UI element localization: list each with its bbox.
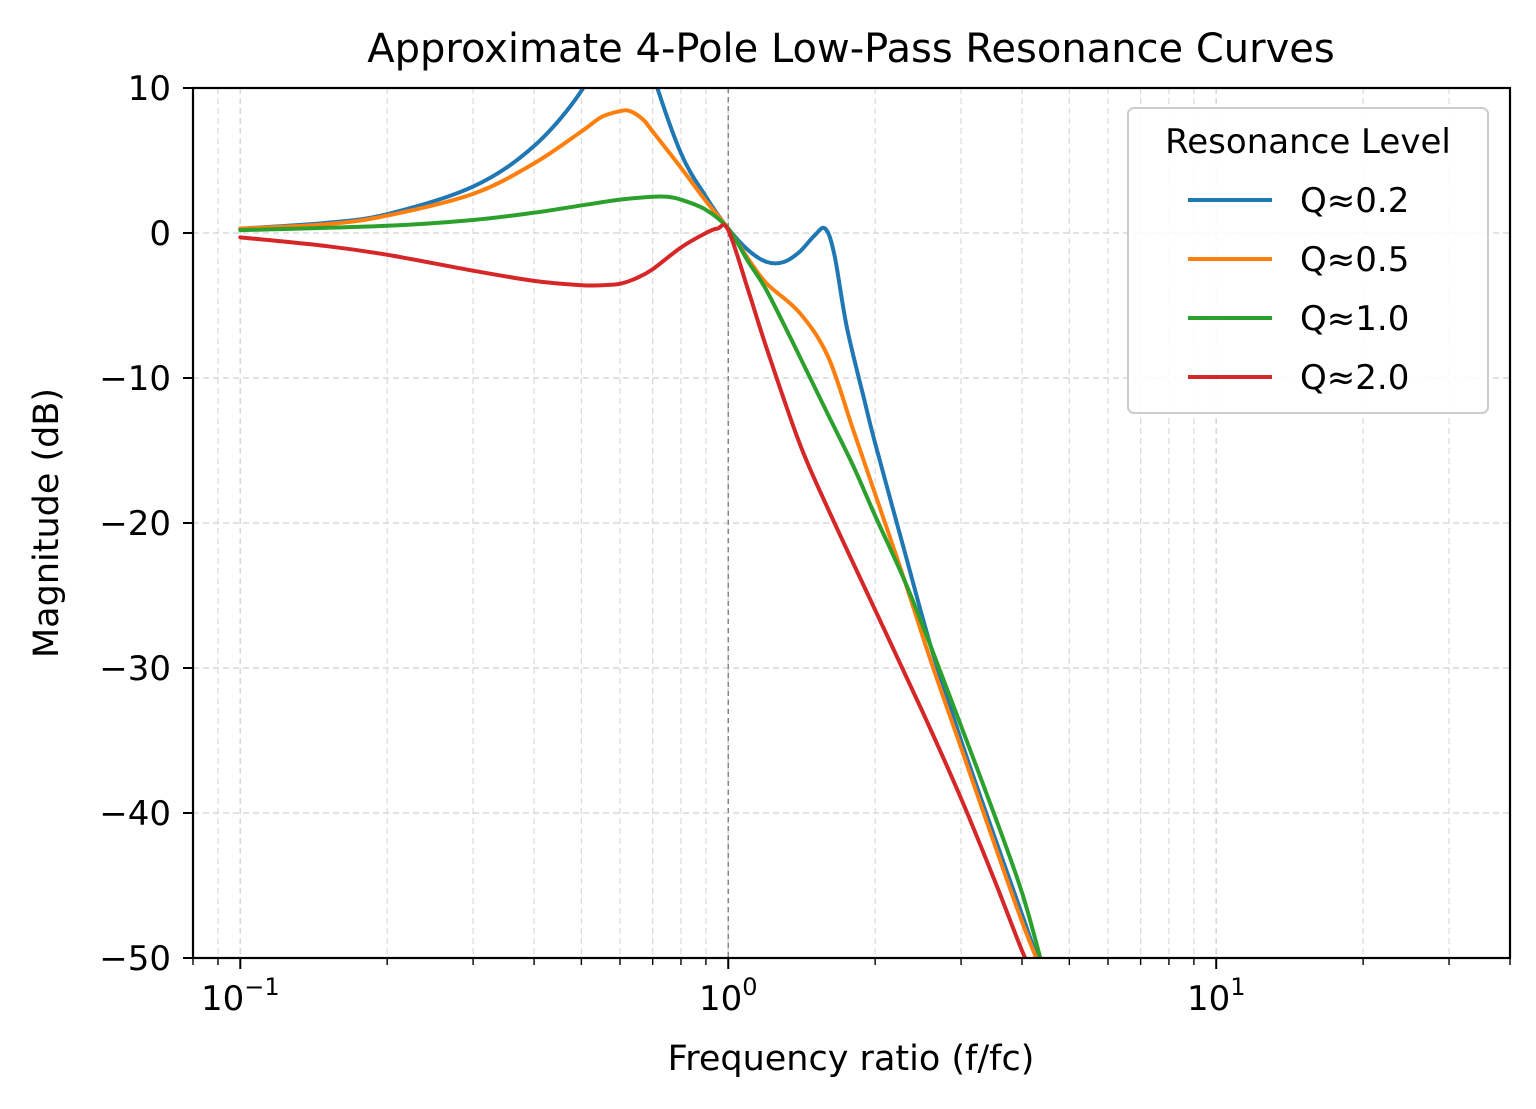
y-axis-title: Magnitude (dB) <box>27 388 67 658</box>
chart-title: Approximate 4-Pole Low-Pass Resonance Cu… <box>367 26 1334 72</box>
y-tick-label: −50 <box>99 939 171 979</box>
y-tick-label: −40 <box>99 794 171 834</box>
series-layer <box>238 88 1043 958</box>
y-tick-label: 0 <box>149 214 171 254</box>
legend-label-2: Q≈0.5 <box>1300 240 1409 280</box>
series-line-3 <box>238 194 1043 958</box>
legend-label-3: Q≈1.0 <box>1300 299 1409 339</box>
legend-title: Resonance Level <box>1165 122 1451 162</box>
series-line-1 <box>238 88 1040 958</box>
grid <box>192 87 1511 959</box>
y-tick-label: −20 <box>99 504 171 544</box>
y-tick-label: −10 <box>99 359 171 399</box>
y-tick-label: 10 <box>128 69 171 109</box>
legend-items: Q≈0.2 Q≈0.5 Q≈1.0 Q≈2.0 <box>1188 181 1409 398</box>
x-axis-title: Frequency ratio (f/fc) <box>668 1039 1035 1079</box>
legend-label-4: Q≈2.0 <box>1300 358 1409 398</box>
x-tick-label: 10−1 <box>201 973 280 1019</box>
series-line-4 <box>238 223 1028 958</box>
y-tick-label: −30 <box>99 649 171 689</box>
x-tick-label: 100 <box>699 973 758 1019</box>
legend: Resonance Level Q≈0.2 Q≈0.5 Q≈1.0 Q≈2.0 <box>1127 107 1489 414</box>
x-tick-label: 101 <box>1187 973 1246 1019</box>
legend-label-1: Q≈0.2 <box>1300 181 1409 221</box>
legend-box <box>1127 107 1489 414</box>
